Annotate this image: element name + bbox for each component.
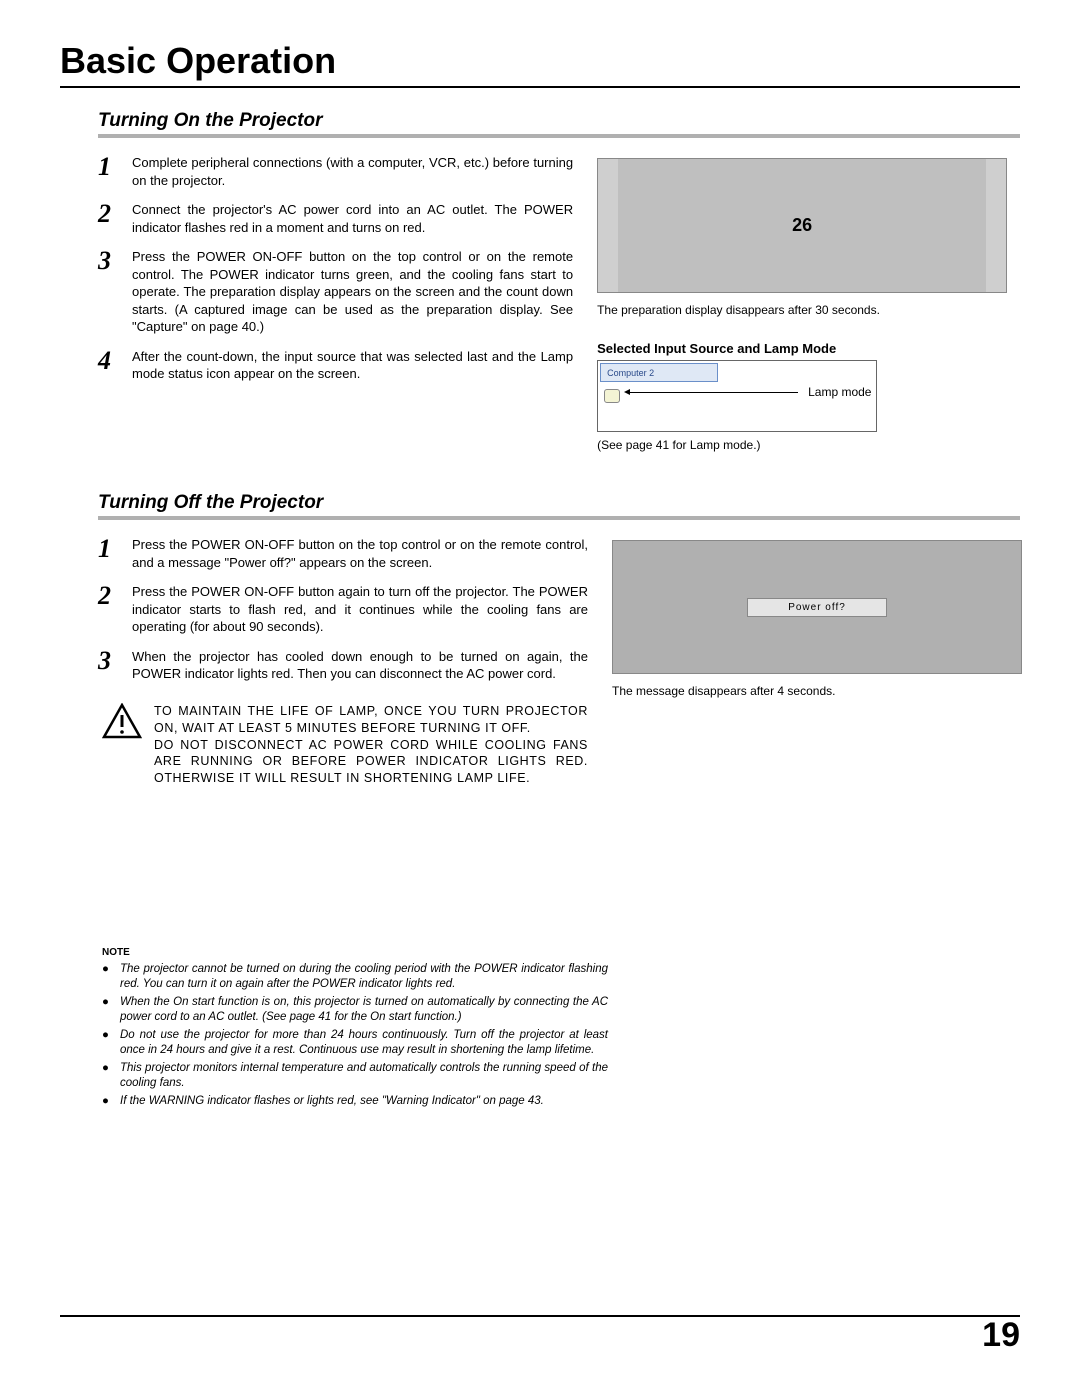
lamp-figure: Computer 2 Lamp mode [597,360,877,432]
bullet-icon: ● [102,1061,120,1091]
countdown-number: 26 [792,215,812,236]
note-text: If the WARNING indicator flashes or ligh… [120,1094,544,1109]
warning-triangle-icon [102,703,142,739]
step-num: 3 [98,248,132,336]
source-bar: Computer 2 [600,363,718,382]
section1-title: Turning On the Projector [60,110,1020,132]
note-text: This projector monitors internal tempera… [120,1061,608,1091]
note-text: The projector cannot be turned on during… [120,962,608,992]
step-num: 4 [98,348,132,383]
poweroff-message: Power off? [747,598,887,617]
note-text: Do not use the projector for more than 2… [120,1028,608,1058]
section2-title: Turning Off the Projector [60,492,1020,514]
step-text: After the count-down, the input source t… [132,348,573,383]
step-text: Press the POWER ON-OFF button on the top… [132,536,588,571]
note-text: When the On start function is on, this p… [120,995,608,1025]
section2-steps: 1Press the POWER ON-OFF button on the to… [98,536,588,1112]
section1-steps: 1Complete peripheral connections (with a… [98,154,573,452]
page-number: 19 [982,1316,1020,1355]
lamp-icon [604,389,620,403]
poweroff-screen: Power off? [612,540,1022,674]
step-num: 2 [98,583,132,636]
bullet-icon: ● [102,1028,120,1058]
pointer-arrow [630,392,690,393]
bullet-icon: ● [102,962,120,992]
step-text: When the projector has cooled down enoug… [132,648,588,683]
prep-display-screen: 26 [597,158,1007,293]
step-num: 1 [98,154,132,189]
section-rule [98,516,1020,520]
step-text: Press the POWER ON-OFF button again to t… [132,583,588,636]
poweroff-caption: The message disappears after 4 seconds. [612,684,1022,698]
step-text: Connect the projector's AC power cord in… [132,201,573,236]
pointer-line [690,392,798,393]
bullet-icon: ● [102,995,120,1025]
step-num: 1 [98,536,132,571]
footer-rule [60,1315,1020,1317]
warning-block: TO MAINTAIN THE LIFE OF LAMP, ONCE YOU T… [98,703,588,787]
step-num: 3 [98,648,132,683]
step-num: 2 [98,201,132,236]
section-rule [98,134,1020,138]
figure2-heading: Selected Input Source and Lamp Mode [597,341,1020,356]
figure2-note: (See page 41 for Lamp mode.) [597,438,1020,452]
page-title: Basic Operation [60,40,1020,88]
step-text: Press the POWER ON-OFF button on the top… [132,248,573,336]
warning-text-1: TO MAINTAIN THE LIFE OF LAMP, ONCE YOU T… [154,703,588,737]
figure1-caption: The preparation display disappears after… [597,303,1020,317]
bullet-icon: ● [102,1094,120,1109]
step-text: Complete peripheral connections (with a … [132,154,573,189]
warning-text-2: DO NOT DISCONNECT AC POWER CORD WHILE CO… [154,737,588,788]
note-heading: NOTE [102,947,608,958]
lamp-mode-label: Lamp mode [808,385,871,399]
note-block: NOTE ●The projector cannot be turned on … [98,947,608,1108]
